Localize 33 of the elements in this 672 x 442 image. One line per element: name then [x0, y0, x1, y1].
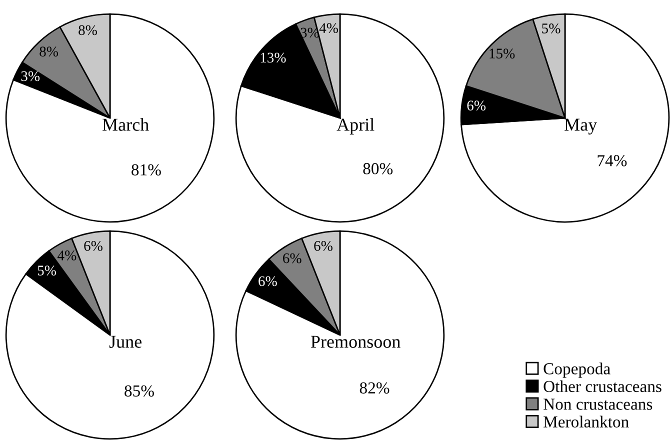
pie-slice: [235, 13, 445, 223]
data-label: 82%: [360, 382, 390, 394]
pie-slice: [235, 230, 445, 440]
data-label: 15%: [490, 48, 515, 58]
legend-label: Other crustaceans: [544, 380, 662, 392]
pie-slice: [460, 13, 670, 223]
data-label: 6%: [467, 100, 486, 110]
text: April: [336, 118, 374, 134]
data-label: 3%: [21, 71, 40, 82]
pie-slice: [5, 13, 215, 223]
text: June: [109, 336, 142, 348]
data-label: 85%: [124, 385, 154, 397]
legend-label: Copepoda: [544, 362, 610, 378]
data-label: 80%: [363, 163, 393, 174]
data-label: 13%: [260, 52, 286, 63]
text: March: [102, 118, 149, 131]
text: May: [564, 118, 598, 134]
data-label: 6%: [258, 276, 277, 286]
data-label: 4%: [58, 250, 76, 260]
data-label: 74%: [598, 155, 627, 166]
pie-slice: [5, 230, 215, 440]
data-label: 4%: [319, 23, 338, 34]
legend-label: Merolankton: [544, 416, 629, 428]
text: Premonsoon: [310, 336, 400, 348]
data-label: 8%: [40, 46, 58, 57]
data-label: 6%: [283, 253, 302, 264]
data-label: 8%: [78, 25, 97, 36]
legend-label: Non crustaceans: [544, 398, 652, 410]
data-label: 81%: [132, 164, 161, 176]
data-label: 6%: [314, 241, 332, 251]
data-label: 6%: [84, 241, 102, 251]
data-label: 5%: [542, 24, 560, 34]
data-label: 5%: [38, 266, 56, 276]
